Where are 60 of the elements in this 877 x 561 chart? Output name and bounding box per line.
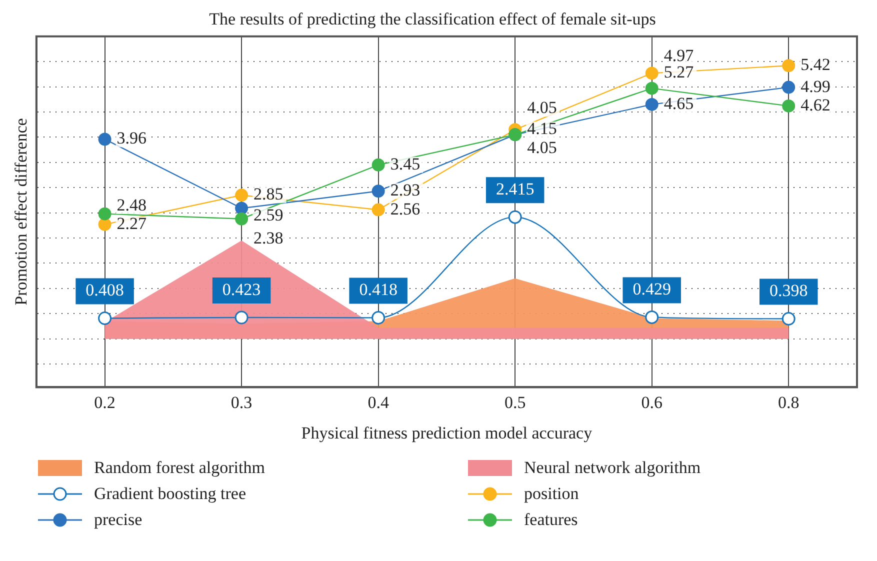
data-label: 2.56 [390, 199, 420, 218]
point [645, 82, 658, 95]
data-label: 4.99 [800, 76, 830, 96]
x-tick-label: 0.2 [94, 392, 116, 412]
x-tick-label: 0.6 [641, 392, 662, 412]
x-tick-label: 0.8 [778, 392, 800, 412]
data-label: 5.42 [800, 55, 830, 74]
x-axis-title: Physical fitness prediction model accuracy [301, 423, 593, 442]
data-label: 4.05 [527, 138, 557, 158]
point [98, 207, 112, 220]
point [372, 184, 385, 198]
data-label: 2.415 [496, 180, 534, 199]
point [372, 203, 385, 216]
data-label: 5.27 [664, 62, 694, 82]
legend-label: features [524, 510, 578, 530]
point [234, 310, 248, 324]
data-label: 0.423 [222, 280, 261, 299]
data-label: 2.48 [116, 195, 147, 214]
point [372, 158, 385, 172]
data-label: 4.97 [664, 46, 694, 65]
x-tick-label: 0.4 [368, 392, 390, 412]
data-label: 3.96 [116, 128, 147, 148]
point [372, 310, 386, 324]
point [98, 132, 112, 146]
legend-label: precise [94, 510, 142, 530]
data-label: 2.27 [116, 214, 148, 233]
chart-title: The results of predicting the classification effect of female sit-ups [209, 10, 656, 29]
point [782, 80, 796, 94]
point [645, 66, 658, 80]
point [645, 310, 659, 324]
point [235, 202, 248, 215]
point [508, 210, 522, 224]
data-label: 0.429 [632, 280, 671, 299]
point [98, 218, 112, 231]
legend-label: Gradient boosting tree [94, 484, 246, 504]
point [235, 188, 248, 202]
data-label: 0.398 [769, 281, 808, 300]
data-label: 2.59 [254, 206, 284, 225]
data-label: 0.408 [86, 280, 124, 300]
data-label: 0.418 [359, 280, 398, 300]
legend-label: Neural network algorithm [524, 458, 701, 478]
y-axis-title: Promotion effect difference [12, 118, 31, 306]
point [98, 312, 112, 325]
point [782, 312, 796, 326]
data-label: 2.85 [254, 184, 284, 204]
data-label: 4.15 [527, 119, 557, 138]
x-tick-label: 0.3 [230, 392, 252, 412]
data-label: 4.62 [800, 95, 830, 114]
point [782, 59, 796, 72]
data-label: 4.05 [527, 98, 557, 118]
legend-label: Random forest algorithm [94, 458, 265, 478]
point [645, 98, 658, 111]
point [235, 212, 248, 226]
point [782, 99, 796, 112]
legend-label: position [524, 484, 579, 504]
x-tick-label: 0.5 [504, 392, 526, 412]
data-label: 4.65 [664, 94, 694, 113]
data-label: 2.93 [390, 180, 420, 200]
data-label: 3.45 [390, 154, 420, 174]
data-label: 2.38 [254, 228, 284, 248]
